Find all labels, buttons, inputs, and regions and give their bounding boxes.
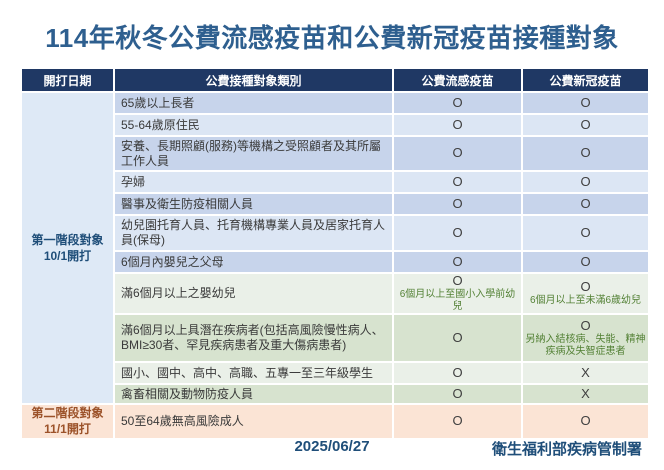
- flu-mark-cell: O: [392, 313, 523, 364]
- category-cell: 國小、國中、高中、高職、五專一至三年級學生: [113, 361, 394, 386]
- covid-mark: O: [580, 94, 591, 110]
- covid-mark: O: [580, 224, 591, 240]
- table-row: 第二階段對象 11/1開打 50至64歲無高風險成人 O O: [20, 403, 650, 440]
- flu-mark-cell: O: [392, 170, 523, 194]
- covid-mark: O: [580, 317, 591, 333]
- table-row: 55-64歲原住民 O O: [21, 113, 650, 137]
- flu-mark: O: [452, 386, 463, 402]
- flu-mark-cell: O: [392, 250, 523, 274]
- covid-mark: O: [580, 173, 591, 189]
- flu-mark: O: [452, 145, 463, 161]
- phase-1-label: 第一階段對象: [31, 232, 104, 247]
- phase-2-cell: 第二階段對象 11/1開打: [20, 403, 115, 440]
- flu-mark-cell: O: [392, 214, 523, 252]
- flu-mark-note: 6個月以上至國小入學前幼兒: [399, 289, 516, 313]
- table-row: 禽畜相關及動物防疫人員 O X: [21, 383, 650, 406]
- flu-mark: O: [452, 413, 463, 429]
- table-row: 幼兒園托育人員、托育機構專業人員及居家托育人員(保母) O O: [21, 214, 650, 252]
- category-cell: 孕婦: [113, 170, 394, 194]
- flu-mark: O: [452, 253, 463, 269]
- flu-mark: O: [452, 273, 463, 288]
- flu-mark-cell: O 6個月以上至國小入學前幼兒: [392, 271, 523, 316]
- publish-date: 2025/06/27: [294, 438, 370, 455]
- flu-mark-cell: O: [392, 113, 523, 137]
- covid-mark-cell: O: [521, 192, 650, 216]
- table-row: 滿6個月以上之嬰幼兒 O 6個月以上至國小入學前幼兒 O 6個月以上至未滿6歲幼…: [21, 271, 650, 316]
- phase-2-start-date: 11/1開打: [44, 422, 91, 437]
- footer: 2025/06/27 衛生福利部疾病管制署: [0, 438, 664, 460]
- flu-mark-cell: O: [392, 403, 523, 440]
- table-row: 安養、長期照顧(服務)等機構之受照顧者及其所屬工作人員 O O: [21, 135, 650, 172]
- flu-mark: O: [452, 224, 463, 240]
- covid-mark: O: [580, 195, 591, 211]
- flu-mark-cell: O: [392, 135, 523, 172]
- covid-mark: O: [580, 413, 591, 429]
- table-row: 第一階段對象 10/1開打 65歲以上長者 O O: [20, 90, 650, 406]
- category-cell: 滿6個月以上具潛在疾病者(包括高風險慢性病人、BMI≥30者、罕見疾病患者及重大…: [113, 313, 394, 364]
- flu-mark: O: [452, 330, 463, 346]
- flu-mark-cell: O: [392, 361, 523, 386]
- category-cell: 安養、長期照顧(服務)等機構之受照顧者及其所屬工作人員: [113, 135, 394, 172]
- category-cell: 醫事及衛生防疫相關人員: [113, 192, 394, 216]
- covid-mark: O: [580, 253, 591, 269]
- flu-mark: O: [452, 94, 463, 110]
- category-cell: 滿6個月以上之嬰幼兒: [113, 271, 394, 316]
- phase-1-start-date: 10/1開打: [43, 249, 92, 264]
- table-header-row: 開打日期 公費接種對象類別 公費流感疫苗 公費新冠疫苗: [20, 67, 650, 93]
- col-header-covid-vaccine: 公費新冠疫苗: [521, 67, 650, 93]
- vaccine-eligibility-table: 開打日期 公費接種對象類別 公費流感疫苗 公費新冠疫苗 第一階段對象 10/1開…: [20, 67, 650, 440]
- category-cell: 55-64歲原住民: [113, 113, 394, 137]
- col-header-flu-vaccine: 公費流感疫苗: [392, 67, 523, 93]
- covid-mark-cell: O: [521, 113, 650, 137]
- covid-mark-cell: X: [521, 361, 650, 386]
- covid-mark-note: 6個月以上至未滿6歲幼兒: [529, 295, 642, 307]
- covid-mark-note: 另納入結核病、失能、精神疾病及失智症患者: [525, 333, 646, 357]
- covid-mark: X: [581, 365, 590, 381]
- flu-mark: O: [452, 116, 463, 132]
- flu-mark: O: [452, 365, 463, 381]
- col-header-category: 公費接種對象類別: [113, 67, 394, 93]
- category-cell: 禽畜相關及動物防疫人員: [113, 383, 394, 406]
- flu-mark-cell: O: [392, 91, 523, 115]
- covid-mark-cell: O: [521, 403, 650, 440]
- covid-mark-cell: O: [521, 91, 650, 115]
- category-cell: 幼兒園托育人員、托育機構專業人員及居家托育人員(保母): [113, 214, 394, 252]
- phase-2-label: 第二階段對象: [31, 406, 104, 421]
- covid-mark-cell: X: [521, 383, 650, 406]
- covid-mark-cell: O: [521, 214, 650, 252]
- agency-name: 衛生福利部疾病管制署: [491, 441, 642, 458]
- table-row: 國小、國中、高中、高職、五專一至三年級學生 O X: [21, 361, 650, 386]
- covid-mark: X: [581, 386, 590, 402]
- covid-mark: O: [580, 279, 591, 294]
- table-row: 孕婦 O O: [21, 170, 650, 194]
- covid-mark-cell: O: [521, 250, 650, 274]
- flu-mark-cell: O: [392, 383, 523, 406]
- covid-mark-cell: O 另納入結核病、失能、精神疾病及失智症患者: [521, 313, 650, 364]
- phase-1-cell: 第一階段對象 10/1開打: [20, 90, 115, 406]
- page-title: 114年秋冬公費流感疫苗和公費新冠疫苗接種對象: [45, 23, 619, 53]
- category-cell: 50至64歲無高風險成人: [113, 403, 394, 440]
- category-cell: 65歲以上長者: [113, 91, 394, 115]
- covid-mark-cell: O: [521, 170, 650, 194]
- flu-mark: O: [452, 173, 463, 189]
- table-row: 滿6個月以上具潛在疾病者(包括高風險慢性病人、BMI≥30者、罕見疾病患者及重大…: [21, 313, 650, 364]
- covid-mark: O: [580, 116, 591, 132]
- flu-mark: O: [452, 195, 463, 211]
- covid-mark: O: [580, 145, 591, 161]
- covid-mark-cell: O: [521, 135, 650, 172]
- table-row: 6個月內嬰兒之父母 O O: [21, 250, 650, 274]
- covid-mark-cell: O 6個月以上至未滿6歲幼兒: [521, 271, 650, 316]
- col-header-start-date: 開打日期: [20, 67, 115, 93]
- table-row: 醫事及衛生防疫相關人員 O O: [21, 192, 650, 216]
- category-cell: 6個月內嬰兒之父母: [113, 250, 394, 274]
- flu-mark-cell: O: [392, 192, 523, 216]
